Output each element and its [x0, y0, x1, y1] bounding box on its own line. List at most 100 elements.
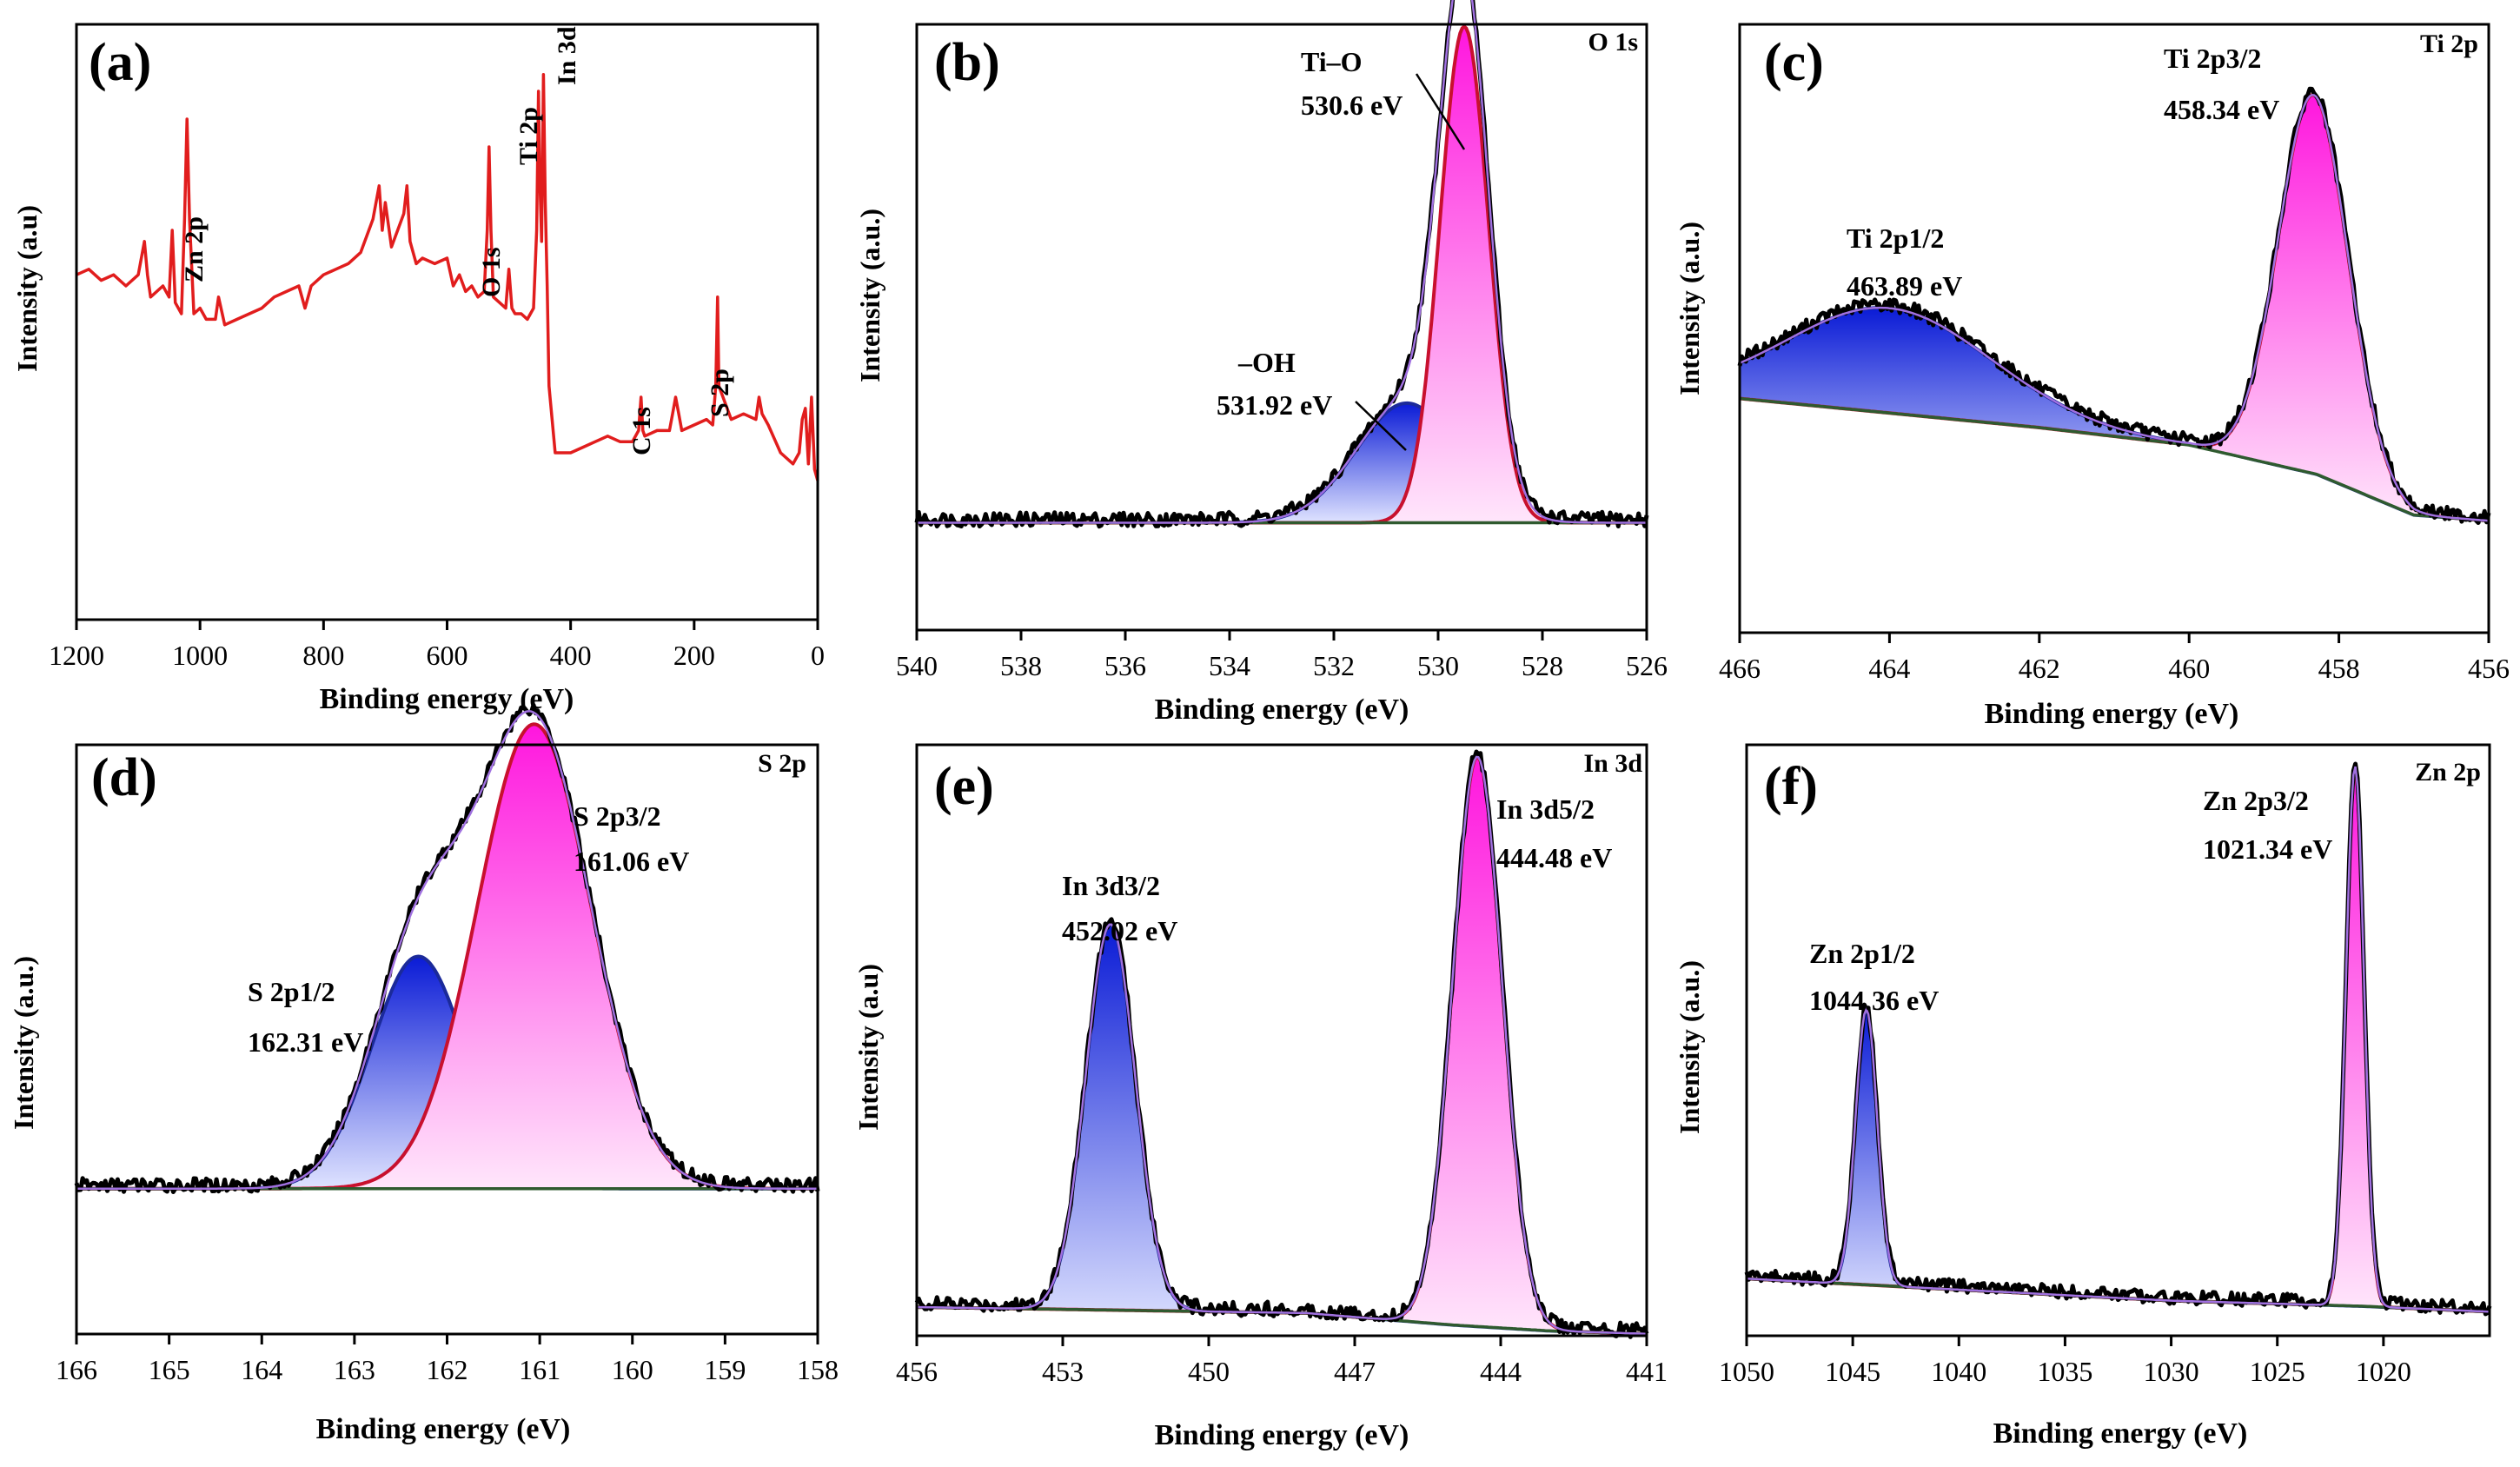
- x-tick-label: 456: [2468, 653, 2510, 684]
- x-tick-label: 400: [550, 640, 592, 671]
- raw-spectrum-line: [914, 749, 1649, 1339]
- annotation-s2p12: S 2p1/2: [248, 976, 335, 1007]
- annotation-zn2p: Zn 2p: [180, 216, 209, 282]
- panel-e-xlabel: Binding energy (eV): [1155, 1419, 1409, 1451]
- x-tick-label: 447: [1334, 1356, 1376, 1387]
- x-tick-label: 528: [1522, 650, 1563, 681]
- annotation-ti2p12-ev: 463.89 eV: [1847, 270, 1962, 302]
- x-tick-label: 466: [1719, 653, 1761, 684]
- annotation-o1s: O 1s: [477, 247, 506, 297]
- x-tick-label: 456: [896, 1356, 938, 1387]
- annotation-c1s: C 1s: [627, 407, 656, 455]
- peak-fill-1: [917, 26, 1647, 523]
- x-tick-label: 526: [1626, 650, 1668, 681]
- panel-a-label: (a): [89, 33, 151, 92]
- x-tick-label: 0: [811, 640, 825, 671]
- annotation-s2p: S 2p: [706, 368, 734, 417]
- annotation-tio-ev: 530.6 eV: [1301, 90, 1403, 121]
- panel-e-ylabel: Intensity (a.u): [852, 964, 884, 1131]
- panel-b-xlabel: Binding energy (eV): [1155, 694, 1409, 726]
- x-tick-label: 534: [1209, 650, 1250, 681]
- panel-a: 1200 1000 800 600 400 200 0 (a) Binding energy…: [11, 23, 825, 715]
- fitted-envelope-line: [917, 0, 1647, 524]
- x-tick-label: 441: [1626, 1356, 1668, 1387]
- x-tick-label: 165: [149, 1354, 190, 1385]
- x-tick-label: 532: [1313, 650, 1355, 681]
- annotation-ti2p32: Ti 2p3/2: [2164, 43, 2261, 74]
- x-tick-label: 162: [427, 1354, 468, 1385]
- fitted-envelope-line: [1739, 94, 2490, 522]
- panel-c-xlabel: Binding energy (eV): [1985, 698, 2239, 730]
- x-tick-label: 464: [1868, 653, 1910, 684]
- panel-d-marks: 166 165 164 163 162 161 160 159 158: [56, 702, 839, 1385]
- panel-b: 540 538 536 534 532 530 528 526 (b) O 1s Bindin…: [854, 0, 1668, 726]
- annotation-zn2p32-ev: 1021.34 eV: [2203, 833, 2332, 865]
- x-tick-label: 1030: [2144, 1356, 2199, 1387]
- raw-spectrum-line: [914, 0, 1649, 529]
- x-tick-label: 800: [302, 640, 344, 671]
- annotation-zn2p32: Zn 2p3/2: [2203, 785, 2309, 816]
- panel-b-corner: O 1s: [1588, 28, 1638, 56]
- annotation-in3d52-ev: 444.48 eV: [1496, 842, 1612, 873]
- panel-f-label: (f): [1764, 757, 1818, 816]
- panel-b-ylabel: Intensity (a.u.): [854, 209, 885, 382]
- peak-fill-1: [917, 757, 1647, 1334]
- panel-d: 166 165 164 163 162 161 160 159 158 (d) S 2p Bin…: [8, 702, 839, 1445]
- x-tick-label: 161: [519, 1354, 560, 1385]
- panel-f-xlabel: Binding energy (eV): [1993, 1417, 2248, 1450]
- survey-spectrum-line: [76, 73, 819, 481]
- panel-d-ylabel: Intensity (a.u.): [8, 956, 39, 1130]
- panel-c-frame: [1738, 23, 2490, 634]
- annotation-in3d32-ev: 452.02 eV: [1062, 915, 1177, 946]
- peak-fill-1: [76, 724, 818, 1189]
- panel-d-corner: S 2p: [758, 749, 806, 778]
- annotation-ti2p12: Ti 2p1/2: [1847, 222, 1944, 254]
- panel-a-ylabel: Intensity (a.u): [11, 205, 43, 372]
- x-tick-label: 444: [1480, 1356, 1522, 1387]
- panel-b-label: (b): [934, 33, 1000, 92]
- x-tick-label: 1000: [172, 640, 228, 671]
- fitted-envelope-line: [76, 710, 818, 1190]
- x-tick-label: 200: [673, 640, 715, 671]
- annotation-in3d52: In 3d5/2: [1496, 793, 1595, 825]
- panel-b-marks: 540 538 536 534 532 530 528 526: [896, 0, 1668, 681]
- annotation-ti2p32-ev: 458.34 eV: [2164, 94, 2279, 125]
- panel-f: 1050 1045 1040 1035 1030 1025 1020 (f) Zn 2p B…: [1674, 743, 2492, 1450]
- x-tick-label: 158: [797, 1354, 839, 1385]
- panel-f-marks: 1050 1045 1040 1035 1030 1025 1020: [1719, 761, 2492, 1387]
- panel-c-corner: Ti 2p: [2420, 30, 2478, 58]
- peak-outline-0: [916, 922, 1648, 1336]
- x-tick-label: 1050: [1719, 1356, 1774, 1387]
- panel-a-marks: 1200 1000 800 600 400 200 0: [49, 73, 825, 671]
- panel-e-marks: 456 453 450 447 444 441: [896, 749, 1668, 1387]
- panel-c-marks: 466 464 462 460 458 456: [1719, 86, 2510, 684]
- annotation-in3d: In 3d: [553, 26, 581, 85]
- raw-spectrum-line: [1737, 86, 2491, 525]
- panel-c-label: (c): [1764, 33, 1824, 92]
- fitted-envelope-line: [1746, 766, 2490, 1313]
- peak-fill-0: [1740, 308, 2489, 521]
- x-tick-label: 450: [1188, 1356, 1230, 1387]
- panel-e-frame: [915, 743, 1648, 1338]
- annotation-tio: Ti–O: [1301, 46, 1363, 77]
- x-tick-label: 1200: [49, 640, 104, 671]
- x-tick-label: 538: [1000, 650, 1042, 681]
- peak-outline-1: [917, 23, 1647, 525]
- panel-b-frame: [915, 23, 1648, 632]
- panel-d-label: (d): [91, 748, 157, 807]
- annotation-ti2p: Ti 2p: [514, 107, 543, 165]
- annotation-zn2p12-ev: 1044.36 eV: [1809, 985, 1939, 1016]
- panel-f-corner: Zn 2p: [2415, 758, 2481, 787]
- panel-a-frame: [75, 23, 819, 621]
- peak-fill-1: [1740, 95, 2489, 521]
- x-tick-label: 1025: [2250, 1356, 2305, 1387]
- x-tick-label: 1020: [2356, 1356, 2411, 1387]
- panel-c: 466 464 462 460 458 456 (c) Ti 2p Binding ene…: [1674, 23, 2510, 730]
- x-tick-label: 160: [612, 1354, 653, 1385]
- panel-f-ylabel: Intensity (a.u.): [1674, 960, 1705, 1134]
- x-tick-label: 163: [334, 1354, 375, 1385]
- panel-e-label: (e): [934, 757, 994, 816]
- background-line: [1739, 396, 2490, 522]
- annotation-s2p32-ev: 161.06 eV: [574, 846, 689, 877]
- annotation-zn2p12: Zn 2p1/2: [1809, 938, 1915, 969]
